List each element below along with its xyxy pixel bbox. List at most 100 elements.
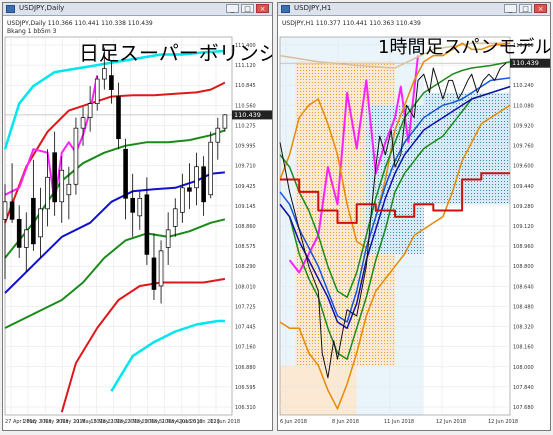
- y-tick-label: 111.400: [235, 43, 256, 49]
- y-tick-label: 109.995: [235, 144, 256, 150]
- y-tick-label: 107.725: [235, 304, 256, 310]
- chart-window-icon: [281, 5, 290, 13]
- x-tick-label: 12 Jun 2018: [488, 419, 518, 425]
- left-price-tag: 110.439: [232, 110, 272, 120]
- candle-down: [109, 75, 114, 90]
- candle-down: [9, 201, 15, 220]
- y-tick-label: 106.310: [235, 405, 256, 411]
- y-tick-label: 110.560: [235, 103, 256, 109]
- y-tick-label: 109.425: [235, 184, 256, 190]
- left-indicator-text: Bkang 1 bb5m 3: [7, 28, 57, 35]
- y-tick-label: 110.275: [235, 123, 256, 129]
- left-chart[interactable]: 111.400 111.120 110.845 110.560 110.275 109.9…: [3, 15, 272, 430]
- y-tick-label: 109.440: [513, 184, 534, 190]
- left-chart-window[interactable]: USDJPY,Daily _ □ × 111.400 111.120 110.845…: [2, 2, 273, 431]
- candle-up: [102, 68, 107, 80]
- right-chart-window[interactable]: USDJPY,H1 _ □ × 110.560110.400110.240110…: [277, 2, 551, 431]
- x-tick-label: 1 May 2018: [22, 419, 51, 425]
- right-overlay-title: 1時間足スパンモデル: [378, 37, 550, 58]
- x-tick-label: 4 Jun 2018: [176, 419, 203, 425]
- candle-up: [172, 208, 178, 227]
- minimize-button[interactable]: _: [226, 4, 239, 13]
- left-title-bar[interactable]: USDJPY,Daily _ □ ×: [3, 3, 272, 16]
- series-line: [4, 218, 226, 329]
- x-tick-label: 9 May 2018: [56, 419, 85, 425]
- candle-down: [201, 166, 206, 203]
- y-tick-label: 108.320: [513, 325, 534, 331]
- series-line: [279, 104, 511, 410]
- candle-up: [222, 114, 228, 129]
- candle-up: [87, 103, 93, 118]
- y-tick-label: 108.160: [513, 345, 534, 351]
- maximize-button[interactable]: □: [519, 4, 532, 13]
- candle-up: [165, 229, 171, 248]
- y-tick-label: 108.860: [235, 224, 256, 230]
- candle-down: [130, 197, 135, 213]
- candle-down: [16, 218, 22, 248]
- candle-down: [116, 96, 121, 140]
- candle-up: [208, 141, 214, 196]
- x-tick-label: 12 Jun 2018: [210, 419, 240, 425]
- x-tick-label: 3 May 2018: [39, 419, 68, 425]
- minimize-button[interactable]: _: [504, 4, 517, 13]
- x-tick-label: 11 May 2018: [73, 419, 106, 425]
- y-tick-label: 110.560: [513, 43, 534, 49]
- candle-up: [94, 78, 100, 104]
- y-tick-label: 108.290: [235, 264, 256, 270]
- x-tick-label: 6 Jun 2018: [193, 419, 220, 425]
- span-area-orange-lower: [280, 365, 357, 415]
- x-tick-label: 11 Jun 2018: [384, 419, 414, 425]
- candle-up: [23, 229, 29, 248]
- x-tick-label: 12 Jun 2018: [436, 419, 466, 425]
- left-price-tag-text: 110.439: [234, 111, 261, 119]
- right-price-tag-text: 110.439: [512, 59, 539, 67]
- x-tick-label: 15 May 2018: [90, 419, 123, 425]
- y-tick-label: 107.445: [235, 325, 256, 331]
- left-overlay-title: 日足スーパーボリンジャー: [79, 41, 272, 65]
- chart-window-icon: [6, 5, 15, 13]
- candle-down: [187, 187, 192, 192]
- right-chart[interactable]: 110.560110.400110.240110.080109.920109.7…: [278, 15, 550, 430]
- candle-down: [123, 148, 128, 199]
- y-tick-label: 108.480: [513, 304, 534, 310]
- y-tick-label: 109.920: [513, 123, 534, 129]
- y-tick-label: 109.145: [235, 204, 256, 210]
- x-tick-label: 21 May 2018: [108, 419, 141, 425]
- y-tick-label: 108.000: [513, 365, 534, 371]
- series-line: [4, 75, 99, 203]
- y-tick-label: 109.710: [235, 164, 256, 170]
- y-tick-label: 106.595: [235, 385, 256, 391]
- right-window-title: USDJPY,H1: [294, 4, 332, 12]
- y-tick-label: 108.010: [235, 284, 256, 290]
- candle-up: [73, 127, 79, 185]
- candle-up: [38, 208, 43, 238]
- y-tick-label: 107.160: [235, 345, 256, 351]
- candle-up: [215, 127, 221, 143]
- left-ohlc-text: USDJPY,Daily 110.366 110.441 110.338 110…: [7, 20, 153, 27]
- candle-up: [137, 197, 143, 217]
- left-window-title: USDJPY,Daily: [19, 4, 65, 12]
- close-button[interactable]: ×: [534, 4, 547, 13]
- x-tick-label: 23 May 2018: [125, 419, 158, 425]
- candle-down: [144, 194, 150, 255]
- x-tick-label: 27 Apr 2018: [5, 419, 36, 425]
- candle-up: [180, 187, 185, 213]
- y-tick-label: 108.960: [513, 244, 534, 250]
- series-line: [279, 61, 511, 299]
- series-line: [4, 81, 226, 224]
- right-title-bar[interactable]: USDJPY,H1 _ □ ×: [278, 3, 550, 16]
- series-line: [110, 319, 225, 392]
- series-line: [279, 85, 511, 360]
- y-tick-label: 109.120: [513, 224, 534, 230]
- y-tick-label: 107.680: [513, 405, 534, 411]
- series-line: [3, 49, 225, 150]
- y-tick-label: 108.800: [513, 264, 534, 270]
- x-tick-label: 29 May 2018: [142, 419, 175, 425]
- candle-up: [158, 250, 164, 287]
- y-tick-label: 110.240: [513, 83, 534, 89]
- close-button[interactable]: ×: [256, 4, 269, 13]
- y-tick-label: 109.280: [513, 204, 534, 210]
- candle-down: [151, 257, 157, 290]
- maximize-button[interactable]: □: [241, 4, 254, 13]
- series-line: [280, 172, 510, 224]
